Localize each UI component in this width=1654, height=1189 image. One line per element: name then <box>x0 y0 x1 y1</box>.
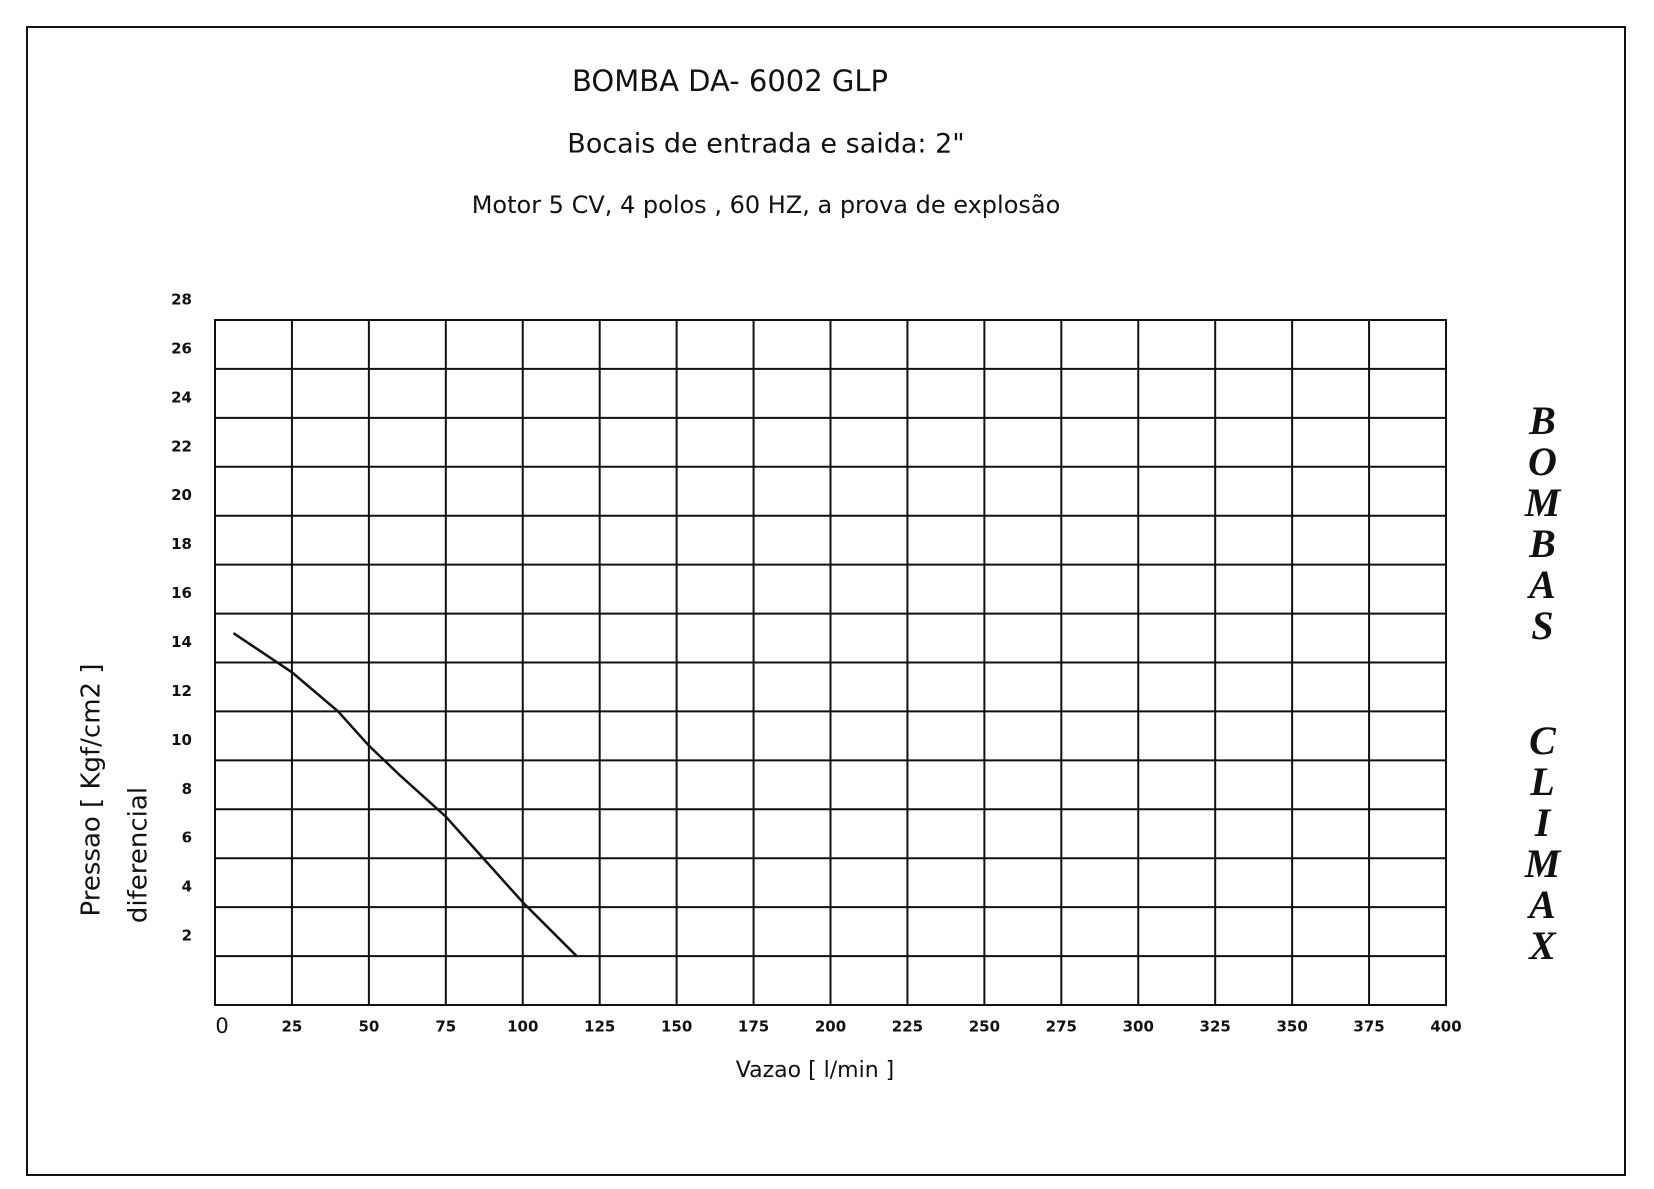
y-tick-label: 14 <box>171 633 192 651</box>
x-tick-label: 375 <box>1353 1018 1384 1036</box>
x-tick-label: 75 <box>435 1018 456 1036</box>
x-tick-label: 175 <box>738 1018 769 1036</box>
brand: BOMBAS <box>1520 398 1565 644</box>
chart-description: Motor 5 CV, 4 polos , 60 HZ, a prova de … <box>472 191 1061 219</box>
x-tick-label: 350 <box>1276 1018 1307 1036</box>
curve <box>232 632 578 957</box>
x-axis-label: Vazao [ l/min ] <box>736 1058 894 1083</box>
y-tick-label: 2 <box>182 927 192 945</box>
x-tick-label: 100 <box>507 1018 538 1036</box>
chart-subtitle: Bocais de entrada e saida: 2" <box>567 129 964 160</box>
x-tick-label: 300 <box>1123 1018 1154 1036</box>
x-tick-label: 50 <box>358 1018 379 1036</box>
x-tick-label: 200 <box>815 1018 846 1036</box>
x-tick-label: 150 <box>661 1018 692 1036</box>
y-tick-label: 26 <box>171 339 192 357</box>
y-tick-label: 24 <box>171 388 192 406</box>
x-tick-label: 225 <box>892 1018 923 1036</box>
y-axis-label: Pressao [ Kgf/cm2 ] <box>77 664 107 917</box>
y-tick-label: 12 <box>171 682 192 700</box>
x-tick-label: 25 <box>282 1018 303 1036</box>
y-tick-label: 8 <box>182 780 192 798</box>
y-tick-label: 6 <box>182 829 192 847</box>
brand: CLIMAX <box>1520 718 1565 964</box>
y-tick-label: 4 <box>182 878 192 896</box>
y-tick-label: 18 <box>171 535 192 553</box>
y-tick-label: 22 <box>171 437 192 455</box>
y-tick-label: 16 <box>171 584 192 602</box>
x-tick-label: 125 <box>584 1018 615 1036</box>
y-axis-label: diferencial <box>124 787 154 923</box>
x-tick-label: 275 <box>1046 1018 1077 1036</box>
y-tick-label: 28 <box>171 291 192 309</box>
x-tick-label: 325 <box>1200 1018 1231 1036</box>
x-tick-label: 400 <box>1430 1018 1461 1036</box>
y-tick-label: 20 <box>171 486 192 504</box>
chart-title: BOMBA DA- 6002 GLP <box>572 64 888 98</box>
x-tick-label: 250 <box>969 1018 1000 1036</box>
x-tick-label: 0 <box>215 1014 228 1038</box>
y-tick-label: 10 <box>171 731 192 749</box>
frame <box>26 26 1626 1176</box>
plot-frame <box>214 319 1447 1006</box>
